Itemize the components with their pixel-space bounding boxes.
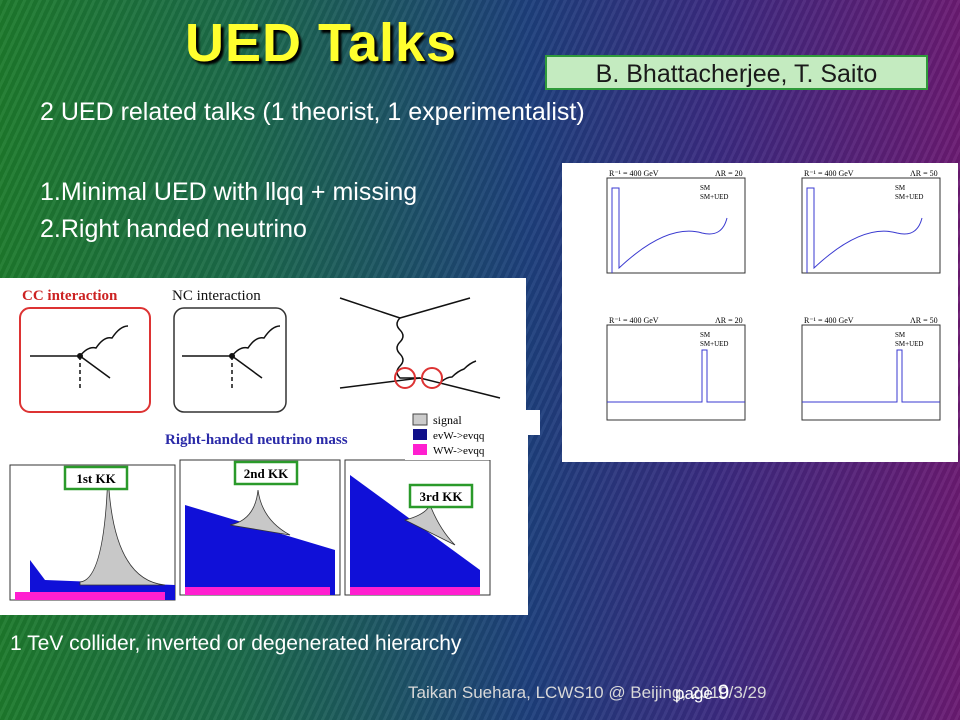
legend-label: SM <box>895 331 906 339</box>
page-label: page <box>675 684 713 703</box>
legend-label: SM+UED <box>895 340 923 348</box>
intro-text: 2 UED related talks (1 theorist, 1 exper… <box>40 98 585 126</box>
plot-curve <box>802 349 940 403</box>
panel-label: R⁻¹ = 400 GeV <box>609 169 659 178</box>
panel-label: ΛR = 50 <box>910 316 938 325</box>
mass-figure: Right-handed neutrino mass 1st KK 2nd KK 3… <box>0 430 528 615</box>
panel-box <box>63 465 129 491</box>
histogram-signal <box>229 489 291 536</box>
panel-box <box>408 483 474 509</box>
legend-label: SM <box>700 184 711 192</box>
plot-curve <box>607 349 745 403</box>
panel-label: 3rd KK <box>420 489 464 504</box>
footer-credit: Taikan Suehara, LCWS10 @ Beijing, 2010/3… <box>408 683 767 702</box>
page-number-value: 9 <box>717 681 730 704</box>
legend-label: WW->evqq <box>433 445 485 457</box>
legend-label: SM+UED <box>700 340 728 348</box>
figure-label: CC interaction <box>22 288 118 304</box>
legend-label: SM <box>895 184 906 192</box>
panel-box <box>233 460 299 486</box>
panel-label: ΛR = 50 <box>910 169 938 178</box>
authors-box: B. Bhattacherjee, T. Saito <box>545 55 928 90</box>
panel-label: R⁻¹ = 400 GeV <box>804 316 854 325</box>
page-number: page 9 <box>675 681 729 705</box>
legend-label: signal <box>433 413 462 427</box>
legend-label: SM+UED <box>700 193 728 201</box>
plot-frame <box>801 324 941 421</box>
list-item: 1.Minimal UED with llqq + missing <box>40 178 418 206</box>
caption: 1 TeV collider, inverted or degenerated … <box>10 632 462 655</box>
plot-frame <box>606 324 746 421</box>
histogram-ww <box>185 587 330 595</box>
legend: signal evW->evqq WW->evqq <box>405 410 540 460</box>
plot-frame <box>801 177 941 274</box>
panel-label: ΛR = 20 <box>715 316 743 325</box>
histogram-ww <box>350 587 480 595</box>
histogram-ww <box>15 592 165 600</box>
plot-curve <box>611 187 728 273</box>
legend-label: SM <box>700 331 711 339</box>
histogram-background <box>185 505 335 595</box>
figure-label: NC interaction <box>172 288 261 304</box>
panel-label: R⁻¹ = 400 GeV <box>804 169 854 178</box>
plot-curve <box>806 187 923 273</box>
panel-label: 2nd KK <box>244 466 289 481</box>
slide-title: UED Talks <box>185 13 458 73</box>
figure-title: Right-handed neutrino mass <box>165 432 348 448</box>
panel-label: R⁻¹ = 400 GeV <box>609 316 659 325</box>
plot-frame <box>606 177 746 274</box>
histogram-background <box>30 560 175 600</box>
histogram-background <box>350 475 480 595</box>
feynman-figure: CC interaction NC interaction <box>0 278 526 430</box>
list-item: 2.Right handed neutrino <box>40 215 307 243</box>
panel-label: ΛR = 20 <box>715 169 743 178</box>
panel-label: 1st KK <box>76 471 116 486</box>
legend-label: SM+UED <box>895 193 923 201</box>
legend-label: evW->evqq <box>433 430 485 442</box>
